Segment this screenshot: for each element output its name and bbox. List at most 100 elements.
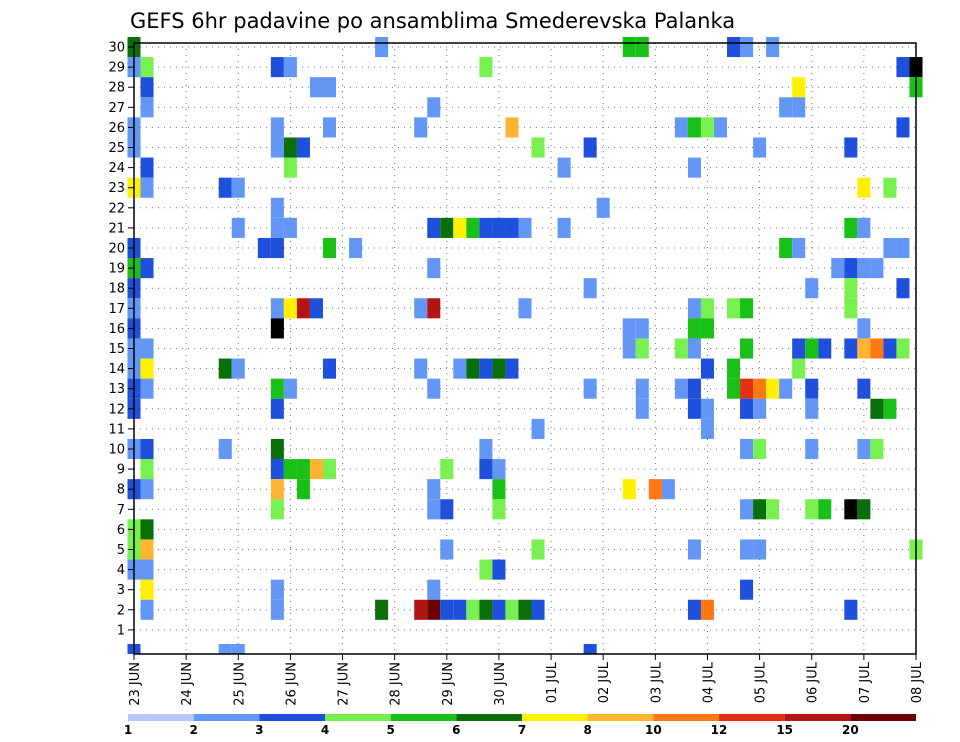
precip-cell [231, 358, 245, 379]
legend-swatch [325, 714, 391, 721]
precip-cell [479, 217, 493, 238]
precip-cell [557, 157, 571, 178]
precip-cell [687, 338, 701, 359]
y-tick-label: 29 [108, 61, 125, 76]
precip-cell [270, 398, 284, 419]
precip-cell [700, 599, 714, 620]
y-tick-label: 13 [108, 382, 125, 397]
precip-cell [844, 338, 858, 359]
precip-cell [440, 499, 454, 520]
precip-cell [844, 217, 858, 238]
legend-label: 3 [255, 723, 263, 737]
y-tick-label: 26 [108, 121, 125, 136]
precip-cell [766, 499, 780, 520]
precip-cell [140, 378, 154, 399]
precip-cell [270, 137, 284, 158]
y-tick-label: 11 [108, 422, 125, 437]
precip-cell [283, 298, 297, 319]
precip-cell [740, 438, 754, 460]
x-tick-label: 25 JUN [232, 662, 247, 706]
precip-cell [322, 77, 337, 98]
precip-cell [322, 117, 337, 138]
plot-frame [133, 42, 917, 655]
precip-cell [140, 258, 154, 279]
y-tick-label: 2 [117, 603, 125, 618]
precip-cell [231, 177, 245, 198]
precip-cell [296, 298, 310, 319]
x-tick-label: 02 JUL [597, 661, 612, 703]
precip-cell [635, 378, 649, 399]
precip-cell [375, 36, 389, 58]
precip-cell [844, 499, 858, 520]
precip-cell [596, 197, 610, 218]
precip-cell [753, 539, 767, 560]
precip-cell [492, 599, 506, 620]
precip-cell [779, 378, 793, 399]
precip-cell [857, 338, 871, 359]
precip-cell [140, 519, 154, 540]
legend-label: 4 [321, 723, 329, 737]
precip-cell [622, 318, 636, 339]
precip-cell [818, 338, 832, 359]
precip-cell [870, 398, 884, 419]
precip-cell [727, 36, 741, 58]
precip-cell [779, 237, 793, 259]
x-tick-label: 04 JUL [701, 661, 716, 703]
precip-cell [270, 298, 284, 319]
y-tick-label: 23 [108, 181, 125, 196]
precip-cell [687, 298, 701, 319]
precip-cell [296, 137, 310, 158]
y-tick-label: 3 [117, 583, 125, 598]
precip-cell [492, 217, 506, 238]
precip-cell [844, 137, 858, 158]
precip-cell [792, 237, 806, 259]
precip-cell [792, 97, 806, 118]
precip-cell [518, 298, 532, 319]
precip-cell [427, 217, 441, 238]
precip-cell [727, 378, 741, 399]
x-tick-label: 27 JUN [337, 662, 352, 706]
precip-cell [466, 599, 480, 620]
precip-cell [453, 358, 467, 379]
precip-cell [896, 117, 910, 138]
precip-cell [844, 278, 858, 299]
precip-cell [440, 459, 454, 480]
precip-cell [296, 479, 310, 500]
precip-cell [870, 438, 884, 460]
precip-cell [857, 499, 871, 520]
precip-cell [283, 57, 297, 78]
legend-label: 2 [189, 723, 197, 737]
precip-cell [518, 217, 532, 238]
precip-cell [140, 479, 154, 500]
y-tick-label: 28 [108, 81, 125, 96]
y-tick-label: 5 [117, 543, 125, 558]
precip-cell [440, 539, 454, 560]
precip-cell [270, 57, 284, 78]
precip-cell [687, 117, 701, 138]
legend-swatch [653, 714, 719, 721]
precip-cell [479, 559, 493, 580]
precip-cell [713, 117, 728, 138]
x-tick-label: 07 JUL [858, 661, 873, 703]
precip-cell [270, 117, 284, 138]
precip-cell [857, 258, 871, 279]
legend-label: 12 [711, 723, 728, 737]
precip-cell [583, 644, 597, 654]
precip-cell [831, 258, 845, 279]
precip-cell [687, 318, 701, 339]
precip-cell [635, 338, 649, 359]
precip-cell [140, 438, 154, 460]
precip-cell [531, 539, 545, 560]
precip-cell [375, 599, 389, 620]
precip-cell [740, 499, 754, 520]
precip-cell [844, 298, 858, 319]
x-tick-label: 24 JUN [180, 662, 195, 706]
precip-cell [349, 237, 363, 259]
precip-cell [687, 398, 701, 419]
precip-cell [687, 599, 701, 620]
precip-cell [414, 298, 428, 319]
precip-cell [674, 378, 688, 399]
precip-cell [140, 599, 154, 620]
precip-cell [427, 579, 441, 600]
